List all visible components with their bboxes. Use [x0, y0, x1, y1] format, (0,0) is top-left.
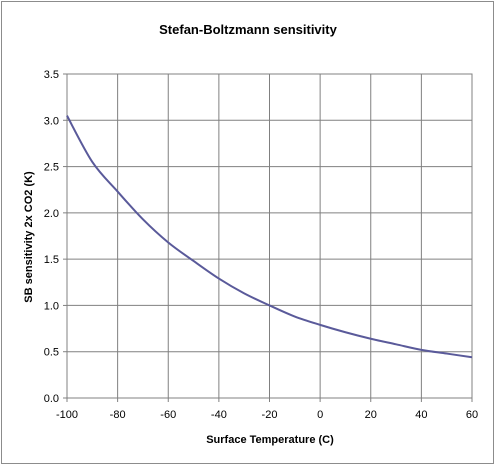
y-tick-label: 2.0: [44, 208, 59, 220]
grid: [63, 73, 473, 402]
x-tick-label: -20: [262, 409, 278, 421]
y-tick-label: 3.5: [44, 69, 59, 81]
y-tick-label: 1.5: [44, 254, 59, 266]
y-axis-label: SB sensitivity 2x CO2 (K): [23, 171, 35, 303]
x-tick-labels: -100 -80 -60 -40 -20 0 20 40 60: [56, 409, 478, 421]
x-tick-label: 20: [365, 409, 377, 421]
x-tick-label: -100: [56, 409, 78, 421]
x-axis-label: Surface Temperature (C): [206, 434, 334, 446]
x-tick-label: 60: [466, 409, 478, 421]
plot-area: [66, 73, 473, 399]
y-tick-label: 1.0: [44, 300, 59, 312]
y-tick-label: 3.0: [44, 115, 59, 127]
x-tick-label: -40: [211, 409, 227, 421]
x-tick-label: -60: [160, 409, 176, 421]
y-tick-label: 0.0: [44, 393, 59, 405]
chart-title: Stefan-Boltzmann sensitivity: [159, 22, 337, 37]
y-tick-label: 0.5: [44, 347, 59, 359]
y-tick-label: 2.5: [44, 162, 59, 174]
series-line: [66, 115, 473, 359]
x-tick-label: 40: [415, 409, 427, 421]
x-tick-label: -80: [110, 409, 126, 421]
y-tick-labels: 0.0 0.5 1.0 1.5 2.0 2.5 3.0 3.5: [44, 69, 59, 405]
x-tick-label: 0: [317, 409, 323, 421]
